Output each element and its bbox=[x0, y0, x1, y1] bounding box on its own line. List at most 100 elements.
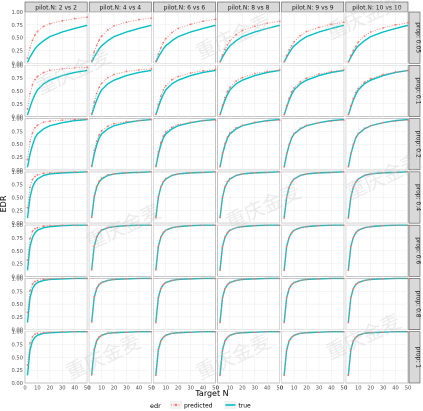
data-point-predicted bbox=[189, 72, 192, 74]
data-point-predicted bbox=[98, 180, 101, 182]
data-point-predicted bbox=[219, 269, 221, 272]
data-point-predicted bbox=[382, 73, 385, 76]
series-line-predicted bbox=[27, 331, 88, 366]
data-point-predicted bbox=[36, 332, 39, 335]
strip-bg bbox=[408, 65, 421, 117]
series-line-true bbox=[26, 171, 88, 219]
data-point-predicted bbox=[363, 226, 366, 229]
data-point-predicted bbox=[73, 170, 76, 173]
series-line-predicted bbox=[283, 224, 344, 271]
data-point-predicted bbox=[159, 340, 162, 342]
data-point-predicted bbox=[177, 123, 180, 126]
strip-bg bbox=[408, 11, 421, 64]
data-point-predicted bbox=[278, 277, 281, 280]
x-tick-label: 20 bbox=[175, 386, 182, 392]
data-point-predicted bbox=[138, 119, 140, 122]
facet-panel bbox=[217, 170, 281, 224]
series-line-true bbox=[26, 24, 88, 63]
data-point-predicted bbox=[95, 185, 98, 188]
data-point-predicted bbox=[138, 171, 140, 174]
series-line-true bbox=[91, 24, 152, 63]
y-tick-label: 0.00 bbox=[11, 168, 23, 174]
series-line-true bbox=[26, 277, 88, 323]
data-point-predicted bbox=[171, 226, 173, 229]
row-strip: prop: 1 bbox=[408, 331, 422, 384]
data-point-predicted bbox=[138, 69, 140, 71]
data-point-predicted bbox=[113, 73, 115, 76]
data-point-predicted bbox=[159, 47, 162, 49]
data-point-predicted bbox=[330, 224, 333, 227]
data-point-predicted bbox=[221, 245, 224, 248]
data-point-predicted bbox=[34, 333, 36, 336]
data-point-predicted bbox=[61, 224, 64, 227]
data-point-predicted bbox=[349, 297, 352, 299]
data-point-predicted bbox=[330, 171, 333, 174]
series-line-predicted bbox=[283, 331, 344, 376]
data-point-predicted bbox=[36, 30, 39, 33]
data-point-predicted bbox=[305, 124, 308, 127]
data-point-predicted bbox=[221, 349, 224, 352]
data-point-predicted bbox=[342, 277, 345, 280]
data-point-predicted bbox=[93, 149, 96, 152]
data-point-predicted bbox=[285, 54, 288, 57]
data-point-predicted bbox=[202, 119, 204, 122]
data-point-predicted bbox=[235, 332, 238, 335]
data-point-predicted bbox=[305, 30, 308, 33]
series-line-true bbox=[155, 118, 216, 168]
strip-bg bbox=[408, 278, 421, 330]
data-point-predicted bbox=[42, 71, 45, 74]
data-point-predicted bbox=[202, 330, 204, 333]
facet-panel bbox=[24, 277, 89, 330]
data-point-predicted bbox=[214, 119, 217, 122]
data-point-predicted bbox=[347, 60, 350, 63]
data-point-predicted bbox=[357, 281, 360, 284]
data-point-predicted bbox=[164, 84, 167, 87]
facet-panel bbox=[281, 170, 345, 224]
data-point-predicted bbox=[318, 73, 320, 75]
data-point-predicted bbox=[224, 185, 226, 188]
data-point-predicted bbox=[159, 236, 162, 238]
data-point-predicted bbox=[100, 35, 103, 38]
facet-panel bbox=[88, 170, 153, 224]
data-point-predicted bbox=[241, 331, 244, 334]
data-point-predicted bbox=[354, 91, 357, 94]
data-point-predicted bbox=[150, 118, 153, 121]
y-tick-label: 1.00 bbox=[11, 276, 23, 282]
facet-panel bbox=[217, 65, 281, 117]
x-tick-label: 10 bbox=[34, 386, 41, 392]
data-point-predicted bbox=[26, 311, 29, 314]
data-point-predicted bbox=[330, 120, 333, 123]
data-point-predicted bbox=[382, 278, 385, 280]
data-point-predicted bbox=[34, 227, 36, 230]
series-line-predicted bbox=[347, 171, 409, 219]
facet-panel bbox=[217, 330, 281, 384]
data-point-predicted bbox=[347, 217, 350, 219]
x-tick-label: 50 bbox=[84, 386, 91, 392]
column-strip: pilot.N: 6 vs 6 bbox=[153, 1, 216, 13]
data-point-predicted bbox=[106, 76, 109, 79]
data-point-predicted bbox=[407, 170, 409, 173]
x-tick-label: 50 bbox=[341, 386, 348, 392]
data-point-predicted bbox=[266, 22, 269, 25]
data-point-predicted bbox=[73, 66, 76, 69]
data-point-predicted bbox=[226, 283, 229, 286]
data-point-predicted bbox=[159, 141, 162, 144]
data-point-predicted bbox=[42, 278, 45, 281]
series-line-predicted bbox=[219, 224, 280, 271]
x-tick-label: 0 bbox=[23, 386, 26, 392]
x-tick-label: 20 bbox=[239, 386, 246, 392]
data-point-predicted bbox=[285, 104, 288, 107]
series-line-predicted bbox=[283, 278, 344, 323]
data-point-predicted bbox=[154, 60, 157, 63]
data-point-predicted bbox=[283, 113, 286, 116]
data-point-predicted bbox=[394, 277, 397, 280]
data-point-predicted bbox=[266, 277, 269, 280]
facet-panel bbox=[281, 11, 345, 64]
data-point-predicted bbox=[299, 174, 302, 177]
row-strip-label: prop: 0.8 bbox=[415, 291, 422, 318]
data-point-predicted bbox=[266, 224, 269, 227]
data-point-predicted bbox=[113, 225, 115, 228]
data-point-predicted bbox=[407, 330, 409, 333]
strip-bg bbox=[408, 224, 421, 277]
data-point-predicted bbox=[150, 224, 153, 227]
